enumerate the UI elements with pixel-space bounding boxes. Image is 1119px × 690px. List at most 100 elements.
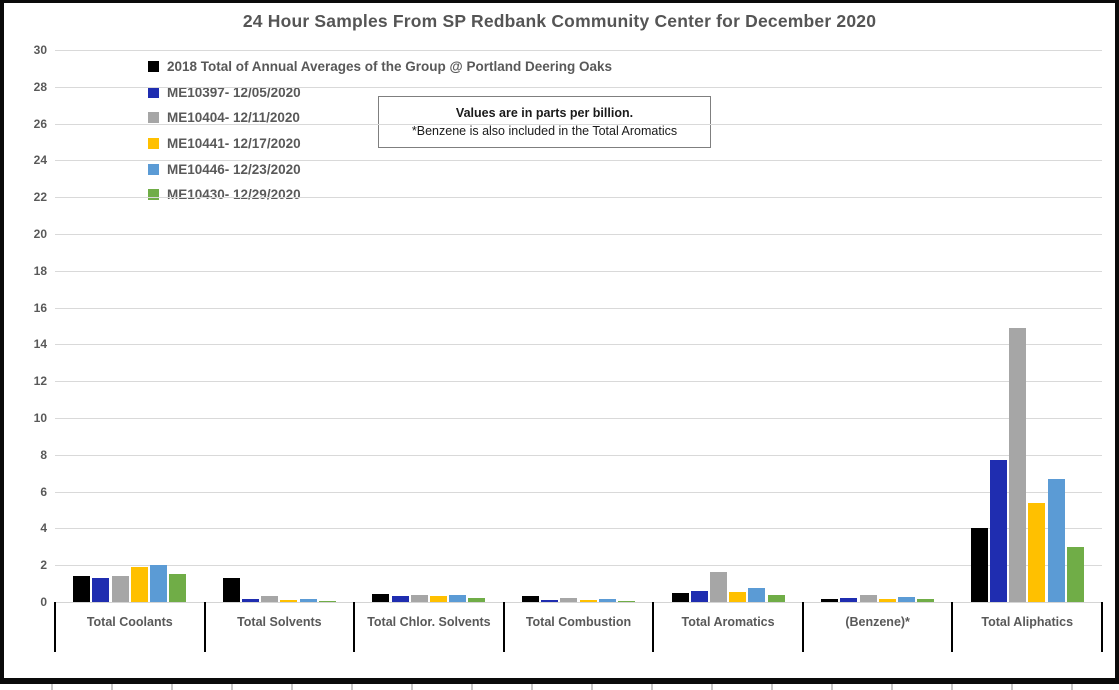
y-axis-tick-label: 28 bbox=[33, 79, 47, 94]
bar-avg2018 bbox=[372, 593, 390, 602]
y-axis-tick-label: 30 bbox=[33, 43, 47, 57]
chart-plot: 24 Hour Samples From SP Redbank Communit… bbox=[4, 3, 1115, 678]
bar-me10404 bbox=[261, 595, 279, 602]
bar-me10441 bbox=[1028, 502, 1046, 602]
gridline bbox=[55, 307, 1102, 309]
gridline bbox=[55, 491, 1102, 493]
gridline bbox=[55, 454, 1102, 456]
bar-me10404 bbox=[709, 571, 727, 602]
y-axis-tick-label: 8 bbox=[40, 447, 47, 462]
bar-me10397 bbox=[690, 590, 708, 602]
y-axis-tick-label: 6 bbox=[40, 484, 47, 499]
y-axis-tick-label: 4 bbox=[40, 521, 47, 536]
bar-me10404 bbox=[410, 594, 428, 602]
bar-me10446 bbox=[748, 588, 766, 602]
bar-me10446 bbox=[299, 599, 317, 602]
bar-me10430 bbox=[169, 574, 187, 602]
bar-me10397 bbox=[989, 460, 1007, 602]
legend-label: ME10430- 12/29/2020 bbox=[167, 187, 301, 203]
category-divider-tick bbox=[801, 602, 804, 652]
bar-me10446 bbox=[1047, 478, 1065, 602]
bar-me10397 bbox=[391, 596, 409, 602]
bar-me10430 bbox=[767, 594, 785, 602]
gridline bbox=[55, 565, 1102, 567]
gridline bbox=[55, 86, 1102, 88]
bar-me10397 bbox=[840, 598, 858, 602]
bar-avg2018 bbox=[671, 592, 689, 602]
y-axis-tick-label: 0 bbox=[40, 595, 47, 609]
gridline bbox=[55, 234, 1102, 235]
category-divider-tick bbox=[353, 602, 356, 652]
legend-swatch-icon bbox=[148, 61, 159, 73]
legend-label: ME10446- 12/23/2020 bbox=[167, 161, 301, 177]
bar-avg2018 bbox=[522, 596, 539, 602]
note-line-2: *Benzene is also included in the Total A… bbox=[411, 123, 678, 138]
bar-me10404 bbox=[1009, 327, 1027, 602]
y-axis-tick-label: 12 bbox=[33, 374, 47, 389]
legend-label: ME10404- 12/11/2020 bbox=[167, 110, 300, 126]
bar-me10397 bbox=[92, 578, 110, 602]
gridline bbox=[55, 418, 1102, 419]
category-label: Total Aliphatics bbox=[981, 615, 1074, 629]
legend-item: 2018 Total of Annual Averages of the Gro… bbox=[148, 54, 618, 80]
legend-item: ME10430- 12/29/2020 bbox=[148, 181, 618, 208]
y-axis-tick-label: 2 bbox=[40, 558, 47, 573]
gridline bbox=[55, 123, 1102, 125]
legend-swatch-icon bbox=[148, 189, 159, 201]
category-divider-tick bbox=[1101, 602, 1103, 652]
y-axis-tick-label: 22 bbox=[33, 190, 47, 205]
gridline bbox=[55, 270, 1102, 272]
bar-me10446 bbox=[897, 597, 915, 602]
y-axis-tick-label: 24 bbox=[33, 153, 47, 168]
y-axis-tick-label: 14 bbox=[33, 337, 47, 352]
bar-me10397 bbox=[541, 600, 559, 602]
note-box: Values are in parts per billion. *Benzen… bbox=[378, 96, 711, 148]
gridline bbox=[55, 381, 1102, 383]
bar-me10404 bbox=[560, 598, 578, 602]
gridline bbox=[55, 197, 1102, 199]
bar-me10446 bbox=[150, 565, 168, 602]
category-label: Total Combustion bbox=[525, 615, 632, 629]
legend-label: ME10397- 12/05/2020 bbox=[167, 84, 301, 100]
category-label: Total Chlor. Solvents bbox=[367, 615, 491, 629]
gridline bbox=[55, 50, 1102, 51]
bar-me10430 bbox=[318, 601, 336, 602]
note-line-1: Values are in parts per billion. bbox=[455, 105, 634, 120]
chart-title: 24 Hour Samples From SP Redbank Communit… bbox=[242, 11, 877, 31]
gridline bbox=[55, 160, 1102, 162]
category-divider-tick bbox=[652, 602, 655, 652]
bar-me10430 bbox=[1066, 546, 1084, 602]
category-divider-tick bbox=[54, 602, 56, 652]
category-divider-tick bbox=[502, 602, 505, 652]
bar-me10441 bbox=[878, 599, 896, 602]
legend-label: ME10441- 12/17/2020 bbox=[167, 136, 301, 152]
category-label: Total Coolants bbox=[86, 615, 173, 629]
bar-me10441 bbox=[579, 600, 597, 602]
category-divider-tick bbox=[203, 602, 206, 652]
y-axis-tick-label: 16 bbox=[33, 300, 47, 315]
bar-me10441 bbox=[280, 600, 298, 602]
bar-me10430 bbox=[468, 598, 486, 602]
bar-me10397 bbox=[242, 599, 260, 602]
legend-swatch-icon bbox=[148, 86, 159, 98]
legend-swatch-icon bbox=[148, 112, 159, 124]
bar-me10441 bbox=[729, 591, 747, 602]
bar-avg2018 bbox=[222, 578, 240, 602]
category-divider-tick bbox=[951, 602, 954, 652]
y-axis-tick-label: 20 bbox=[33, 227, 47, 241]
y-axis-tick-label: 26 bbox=[33, 116, 47, 131]
bar-avg2018 bbox=[970, 528, 988, 602]
y-axis-tick-label: 10 bbox=[33, 411, 47, 425]
spreadsheet-row-sliver bbox=[0, 684, 1119, 690]
category-label: Total Solvents bbox=[237, 615, 322, 629]
bar-avg2018 bbox=[821, 599, 839, 602]
bar-me10404 bbox=[859, 594, 877, 602]
x-axis-line bbox=[55, 602, 1102, 603]
category-label: (Benzene)* bbox=[845, 615, 910, 629]
bar-me10430 bbox=[917, 599, 935, 602]
legend-swatch-icon bbox=[148, 138, 159, 150]
legend-swatch-icon bbox=[148, 163, 159, 175]
gridline bbox=[55, 344, 1102, 346]
